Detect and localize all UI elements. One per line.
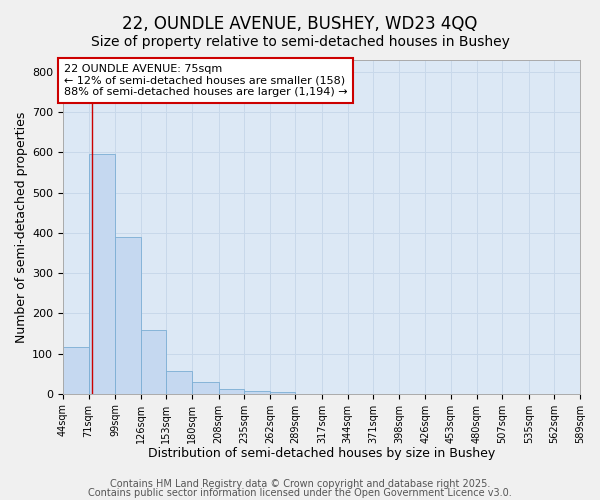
Text: 22 OUNDLE AVENUE: 75sqm
← 12% of semi-detached houses are smaller (158)
88% of s: 22 OUNDLE AVENUE: 75sqm ← 12% of semi-de…: [64, 64, 347, 97]
Bar: [141, 330, 166, 394]
Text: 22, OUNDLE AVENUE, BUSHEY, WD23 4QQ: 22, OUNDLE AVENUE, BUSHEY, WD23 4QQ: [122, 15, 478, 33]
Bar: [244, 391, 270, 394]
Text: Contains public sector information licensed under the Open Government Licence v3: Contains public sector information licen…: [88, 488, 512, 498]
Y-axis label: Number of semi-detached properties: Number of semi-detached properties: [15, 111, 28, 342]
Bar: [270, 392, 295, 394]
Bar: [63, 346, 89, 394]
Bar: [115, 237, 141, 394]
Bar: [218, 389, 244, 394]
Bar: [192, 382, 218, 394]
Text: Size of property relative to semi-detached houses in Bushey: Size of property relative to semi-detach…: [91, 35, 509, 49]
Bar: [166, 371, 192, 394]
X-axis label: Distribution of semi-detached houses by size in Bushey: Distribution of semi-detached houses by …: [148, 447, 495, 460]
Bar: [89, 154, 115, 394]
Text: Contains HM Land Registry data © Crown copyright and database right 2025.: Contains HM Land Registry data © Crown c…: [110, 479, 490, 489]
